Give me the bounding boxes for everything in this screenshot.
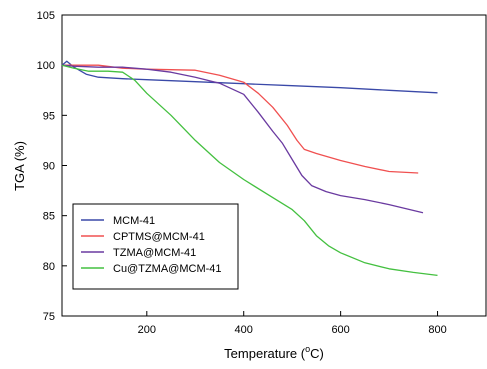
legend-label-tzma: TZMA@MCM-41: [113, 247, 196, 259]
y-tick-label: 75: [43, 311, 55, 323]
legend-label-cu-tzma: Cu@TZMA@MCM-41: [113, 263, 222, 275]
x-axis-label-main: Temperature (: [224, 346, 306, 361]
y-tick-label: 100: [37, 60, 55, 72]
x-axis-label-tail: C): [310, 346, 324, 361]
y-axis-label: TGA (%): [12, 141, 27, 191]
legend-label-mcm41: MCM-41: [113, 215, 155, 227]
legend: MCM-41 CPTMS@MCM-41 TZMA@MCM-41 Cu@TZMA@…: [72, 203, 239, 290]
legend-label-cptms: CPTMS@MCM-41: [113, 231, 205, 243]
y-axis-ticks: 75 80 85 90 95 100 105: [37, 10, 67, 323]
legend-box: [72, 203, 239, 290]
x-tick-label: 400: [235, 324, 253, 336]
y-tick-label: 80: [43, 261, 55, 273]
x-axis-label-sup: o: [305, 344, 310, 354]
y-tick-label: 105: [37, 10, 55, 22]
series-line-cu-tzma-mcm-41: [61, 64, 438, 277]
series-line-cptms-mcm-41: [62, 64, 419, 174]
y-tick-label: 90: [43, 161, 55, 173]
x-axis-ticks: 200 400 600 800: [138, 311, 447, 336]
series-line-mcm-41: [61, 60, 438, 94]
y-tick-label: 85: [43, 211, 55, 223]
series-lines: [61, 60, 438, 277]
series-line-tzma-mcm-41: [61, 64, 424, 214]
x-tick-label: 200: [138, 324, 156, 336]
y-tick-label: 95: [43, 110, 55, 122]
x-tick-label: 800: [428, 324, 446, 336]
x-axis-label: Temperature (oC): [224, 344, 324, 361]
x-tick-label: 600: [331, 324, 349, 336]
